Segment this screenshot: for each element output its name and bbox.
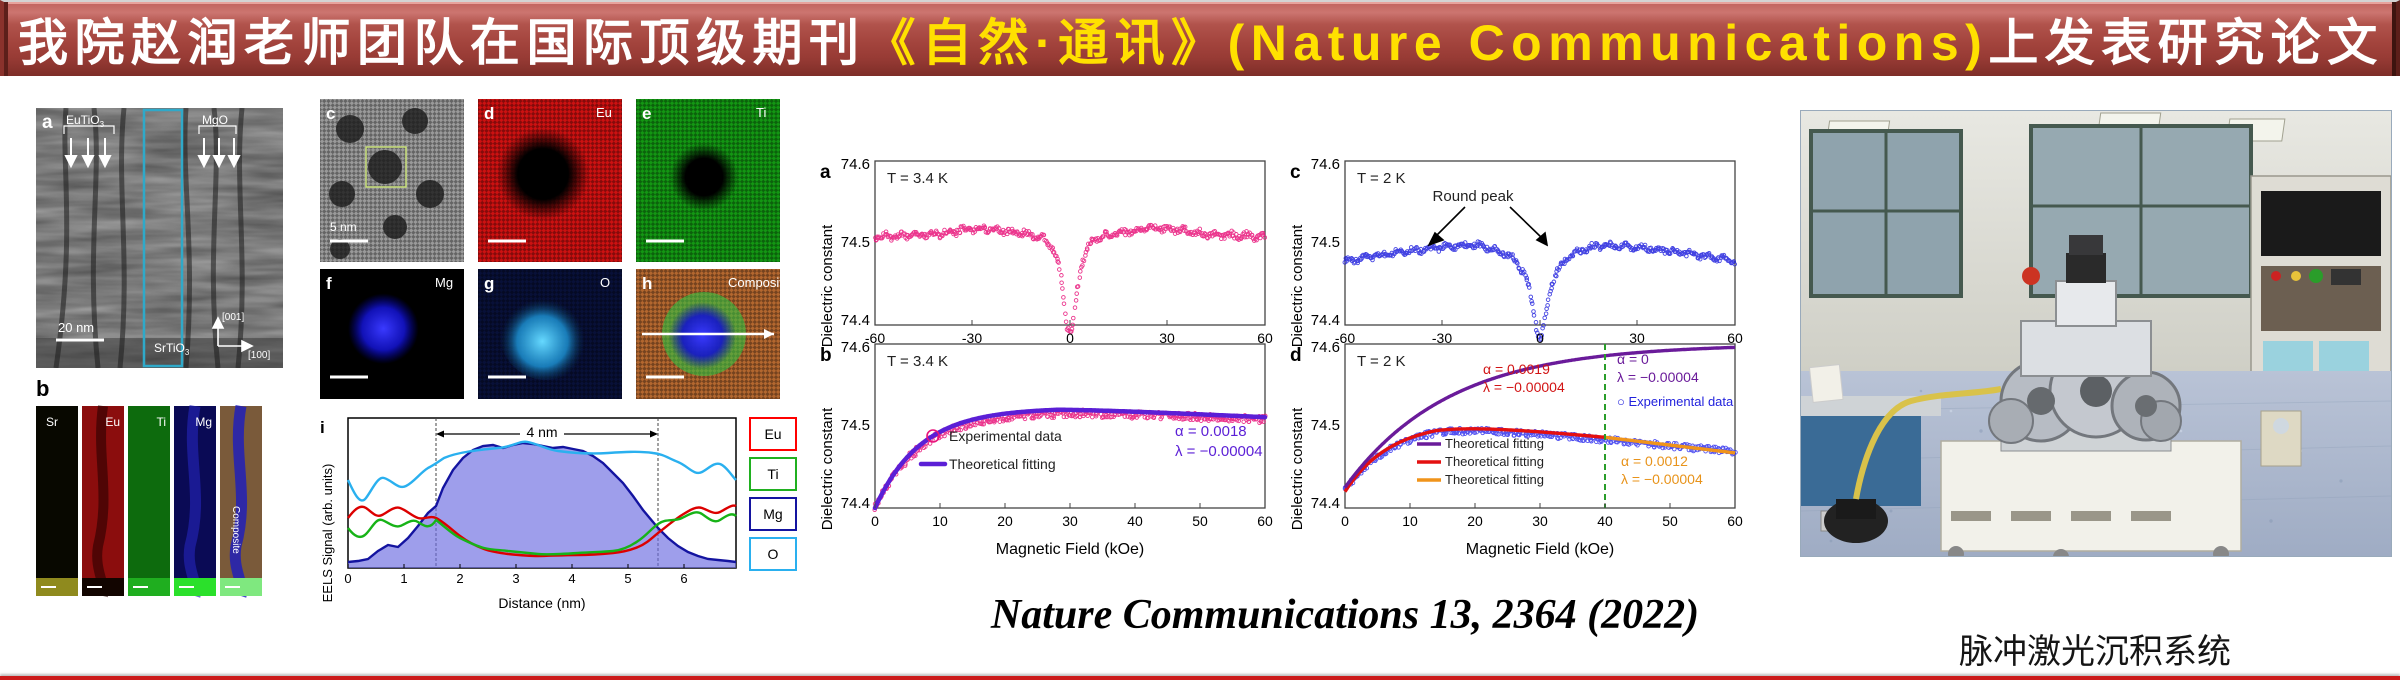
svg-text:74.4: 74.4 <box>1311 495 1340 512</box>
svg-text:MgO: MgO <box>202 113 228 127</box>
svg-text:Composite: Composite <box>230 506 241 554</box>
svg-text:4 nm: 4 nm <box>526 424 557 440</box>
svg-text:74.5: 74.5 <box>841 417 870 434</box>
svg-text:Dielectric constant: Dielectric constant <box>820 224 836 347</box>
svg-text:Theoretical fitting: Theoretical fitting <box>1445 436 1544 451</box>
svg-text:50: 50 <box>1662 513 1678 529</box>
svg-text:74.6: 74.6 <box>1311 156 1340 173</box>
svg-text:60: 60 <box>1257 513 1273 529</box>
svg-text:Theoretical fitting: Theoretical fitting <box>1445 454 1544 469</box>
svg-text:i: i <box>320 418 325 437</box>
svg-text:α = 0.0012: α = 0.0012 <box>1621 453 1688 469</box>
svg-text:c: c <box>326 104 335 123</box>
svg-text:Magnetic Field (kOe): Magnetic Field (kOe) <box>996 541 1145 558</box>
svg-text:Ti: Ti <box>767 466 778 482</box>
svg-text:Ti: Ti <box>156 415 166 429</box>
svg-text:10: 10 <box>1402 513 1418 529</box>
svg-text:[100]: [100] <box>248 350 270 361</box>
svg-text:0: 0 <box>344 571 351 586</box>
svg-text:Ti: Ti <box>756 105 766 120</box>
svg-text:Experimental data: Experimental data <box>949 428 1062 444</box>
svg-text:λ = −0.00004: λ = −0.00004 <box>1621 471 1703 487</box>
svg-text:74.4: 74.4 <box>841 495 870 512</box>
svg-text:Mg: Mg <box>195 415 212 429</box>
svg-text:T = 2 K: T = 2 K <box>1357 170 1406 187</box>
svg-text:30: 30 <box>1532 513 1548 529</box>
svg-text:Distance (nm): Distance (nm) <box>498 595 585 611</box>
svg-text:d: d <box>484 104 494 123</box>
svg-text:b: b <box>36 376 49 401</box>
svg-text:Eu: Eu <box>596 105 612 120</box>
svg-text:74.4: 74.4 <box>1311 312 1340 329</box>
svg-text:Mg: Mg <box>763 506 782 522</box>
svg-text:3: 3 <box>512 571 519 586</box>
svg-text:2: 2 <box>456 571 463 586</box>
svg-text:b: b <box>820 345 832 366</box>
svg-text:40: 40 <box>1597 513 1613 529</box>
svg-text:e: e <box>642 104 651 123</box>
svg-text:λ = −0.00004: λ = −0.00004 <box>1617 369 1699 385</box>
svg-text:EuTiO3: EuTiO3 <box>66 113 105 129</box>
svg-text:60: 60 <box>1727 513 1743 529</box>
svg-text:74.5: 74.5 <box>1311 234 1340 251</box>
svg-text:4: 4 <box>568 571 575 586</box>
svg-text:74.6: 74.6 <box>841 339 870 356</box>
svg-text:20: 20 <box>1467 513 1483 529</box>
svg-text:Eu: Eu <box>764 426 781 442</box>
svg-text:○ Experimental data: ○ Experimental data <box>1617 394 1734 409</box>
svg-text:30: 30 <box>1062 513 1078 529</box>
svg-text:λ = −0.00004: λ = −0.00004 <box>1483 379 1565 395</box>
svg-text:20: 20 <box>997 513 1013 529</box>
svg-text:c: c <box>1290 162 1301 183</box>
svg-text:Dielectric constant: Dielectric constant <box>1290 407 1306 530</box>
svg-text:α = 0.0019: α = 0.0019 <box>1483 361 1550 377</box>
svg-text:λ = −0.00004: λ = −0.00004 <box>1175 443 1263 460</box>
svg-text:1: 1 <box>400 571 407 586</box>
svg-text:Round peak: Round peak <box>1433 188 1514 205</box>
svg-text:74.4: 74.4 <box>841 312 870 329</box>
svg-text:T = 3.4 K: T = 3.4 K <box>887 170 948 187</box>
svg-text:Eu: Eu <box>105 415 120 429</box>
svg-text:Composite: Composite <box>728 275 780 290</box>
svg-text:h: h <box>642 274 652 293</box>
svg-text:5 nm: 5 nm <box>330 220 357 234</box>
svg-text:T = 2 K: T = 2 K <box>1357 353 1406 370</box>
svg-text:g: g <box>484 274 494 293</box>
svg-text:[001]: [001] <box>222 312 244 323</box>
svg-text:α = 0.0018: α = 0.0018 <box>1175 423 1247 440</box>
svg-text:O: O <box>768 546 779 562</box>
svg-text:T = 3.4 K: T = 3.4 K <box>887 353 948 370</box>
svg-text:f: f <box>326 274 332 293</box>
svg-text:74.5: 74.5 <box>841 234 870 251</box>
svg-text:20 nm: 20 nm <box>58 320 94 335</box>
svg-text:74.6: 74.6 <box>1311 339 1340 356</box>
svg-text:Dielectric constant: Dielectric constant <box>1290 224 1306 347</box>
svg-text:5: 5 <box>624 571 631 586</box>
svg-text:EELS Signal (arb. units): EELS Signal (arb. units) <box>320 464 335 603</box>
svg-text:74.6: 74.6 <box>841 156 870 173</box>
svg-text:Theoretical fitting: Theoretical fitting <box>1445 472 1544 487</box>
svg-text:Sr: Sr <box>46 415 58 429</box>
svg-text:Dielectric constant: Dielectric constant <box>820 407 836 530</box>
svg-text:74.5: 74.5 <box>1311 417 1340 434</box>
svg-text:α = 0: α = 0 <box>1617 351 1649 367</box>
svg-text:40: 40 <box>1127 513 1143 529</box>
svg-text:50: 50 <box>1192 513 1208 529</box>
svg-text:Magnetic Field (kOe): Magnetic Field (kOe) <box>1466 541 1615 558</box>
svg-text:10: 10 <box>932 513 948 529</box>
svg-text:0: 0 <box>871 513 879 529</box>
svg-text:0: 0 <box>1341 513 1349 529</box>
svg-text:Mg: Mg <box>435 275 453 290</box>
svg-text:Theoretical fitting: Theoretical fitting <box>949 456 1056 472</box>
svg-text:SrTiO3: SrTiO3 <box>154 341 190 357</box>
svg-text:O: O <box>600 275 610 290</box>
svg-text:a: a <box>42 112 53 133</box>
svg-text:d: d <box>1290 345 1302 366</box>
svg-text:6: 6 <box>680 571 687 586</box>
svg-text:a: a <box>820 162 831 183</box>
